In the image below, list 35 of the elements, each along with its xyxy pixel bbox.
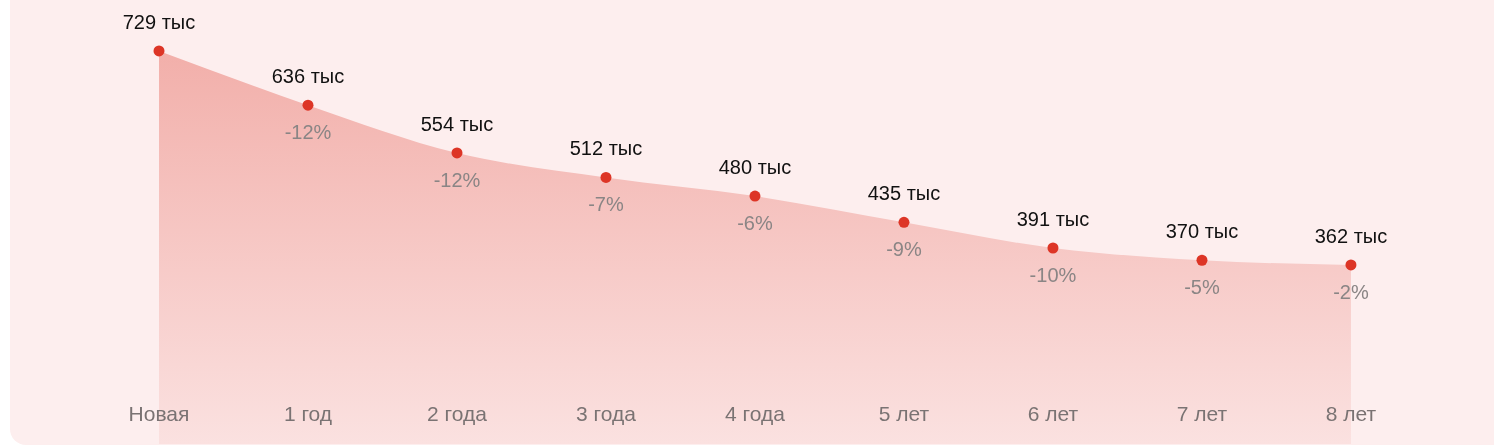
data-label: 512 тыс <box>569 137 643 160</box>
data-label: 729 тыс <box>122 10 196 33</box>
annotation: -2% <box>1333 280 1369 303</box>
annotation: -12% <box>284 121 332 144</box>
annotation: -12% <box>433 168 481 191</box>
x-tick-label: 2 года <box>427 401 488 425</box>
annotation: -10% <box>1029 263 1077 286</box>
point <box>898 216 910 228</box>
x-tick-label: 1 год <box>283 401 333 425</box>
x-tick-label: Новая <box>128 401 190 425</box>
x-tick-label: 7 лет <box>1176 401 1228 425</box>
point <box>1047 242 1059 254</box>
x-tick-label: 6 лет <box>1027 401 1079 425</box>
data-label: 362 тыс <box>1314 224 1388 247</box>
annotation: -9% <box>886 238 922 261</box>
annotation: -6% <box>737 212 773 235</box>
point <box>1196 254 1208 266</box>
data-label: 554 тыс <box>420 112 494 135</box>
data-label: 391 тыс <box>1016 207 1090 230</box>
annotation: -5% <box>1184 276 1220 299</box>
x-tick-label: 5 лет <box>878 401 930 425</box>
point <box>600 171 612 183</box>
point <box>153 45 165 57</box>
data-label: 480 тыс <box>718 156 792 179</box>
annotation: -7% <box>588 193 624 216</box>
x-tick-label: 3 года <box>576 401 637 425</box>
point <box>1345 259 1357 271</box>
data-label: 370 тыс <box>1165 220 1239 243</box>
point <box>302 99 314 111</box>
point <box>451 147 463 159</box>
x-tick-label: 4 года <box>725 401 786 425</box>
point <box>749 190 761 202</box>
data-label: 435 тыс <box>867 182 941 205</box>
x-tick-label: 8 лет <box>1325 401 1377 425</box>
data-label: 636 тыс <box>271 65 345 88</box>
